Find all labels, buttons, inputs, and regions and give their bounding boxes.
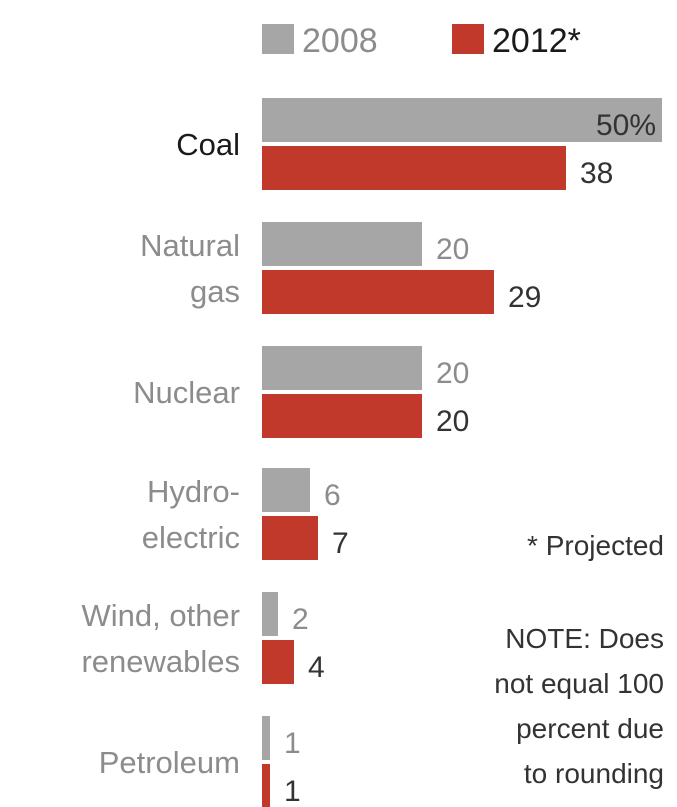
value-label: 20: [436, 233, 469, 266]
category-label: Nuclear: [133, 375, 240, 410]
legend-swatch-2008: [262, 24, 294, 54]
rounding-note: percent due: [516, 713, 664, 744]
bar-2012: [262, 146, 566, 190]
value-labels: 50% 20 20 6 2 1 38 29 20 7 4 1: [284, 109, 656, 807]
legend: 2008 2012*: [262, 22, 581, 60]
bars: [262, 98, 662, 807]
value-label: 2: [292, 603, 309, 636]
value-label: 29: [508, 281, 541, 314]
bar-2008: [262, 346, 422, 390]
legend-label: 2012*: [492, 22, 581, 60]
annotations: * Projected NOTE: Does not equal 100 percen…: [494, 530, 664, 789]
value-label: 1: [284, 775, 301, 807]
bar-2012: [262, 640, 294, 684]
bar-2012: [262, 270, 494, 314]
category-label: Wind, other: [81, 598, 240, 633]
value-label: 6: [324, 479, 341, 512]
bar-2008: [262, 222, 422, 266]
bar-2012: [262, 516, 318, 560]
value-label: 20: [436, 405, 469, 438]
category-label: renewables: [81, 644, 240, 679]
bar-2008: [262, 592, 278, 636]
legend-swatch-2012: [452, 24, 484, 54]
projected-footnote: * Projected: [527, 530, 664, 561]
category-label: Coal: [176, 127, 240, 162]
category-labels: Coal Natural gas Nuclear Hydro-electric Wind,…: [81, 127, 240, 780]
bar-2012: [262, 764, 270, 807]
bar-2008: [262, 98, 662, 142]
value-label: 20: [436, 357, 469, 390]
value-label: 38: [580, 157, 613, 190]
value-label: 4: [308, 651, 325, 684]
value-label: 50%: [596, 109, 656, 142]
category-label: electric: [142, 520, 240, 555]
category-label: gas: [190, 274, 240, 309]
bar-2008: [262, 468, 310, 512]
category-label: Petroleum: [99, 745, 240, 780]
category-label: Hydro-: [147, 474, 240, 509]
value-label: 1: [284, 727, 301, 760]
bar-2012: [262, 394, 422, 438]
rounding-note: NOTE: Does: [505, 623, 664, 654]
rounding-note: not equal 100: [494, 668, 664, 699]
legend-label: 2008: [302, 22, 378, 60]
bar-2008: [262, 716, 270, 760]
category-label: Natural: [140, 228, 240, 263]
rounding-note: to rounding: [524, 758, 664, 789]
value-label: 7: [332, 527, 349, 560]
